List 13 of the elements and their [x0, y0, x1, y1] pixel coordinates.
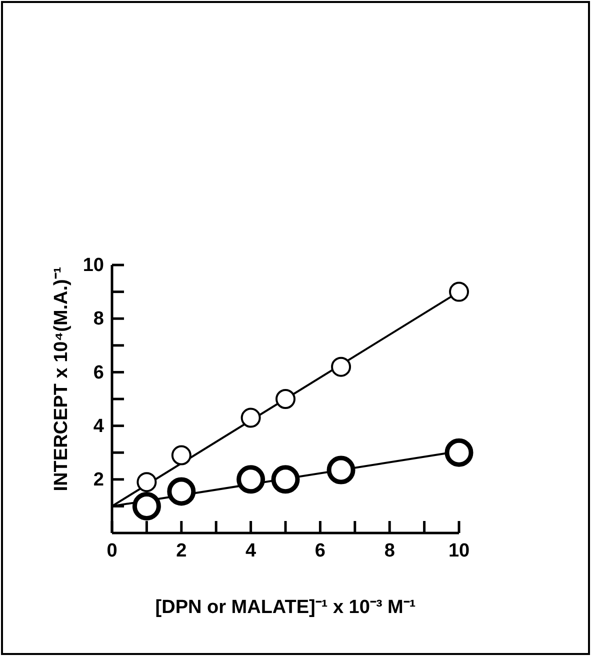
y-axis-title: INTERCEPT x 10⁴(M.A.)⁻¹ — [51, 266, 72, 492]
x-tick-label: 8 — [384, 540, 395, 562]
x-tick-label: 6 — [314, 540, 326, 562]
y-tick-label: 8 — [93, 308, 104, 330]
x-tick-label: 2 — [176, 540, 187, 562]
x-axis-title: [DPN or MALATE]⁻¹ x 10⁻³ M⁻¹ — [155, 597, 416, 618]
x-tick-label: 0 — [106, 540, 118, 562]
y-tick-label: 4 — [93, 416, 104, 437]
x-tick-label: 10 — [448, 540, 470, 562]
y-tick-label: 6 — [93, 362, 104, 384]
y-tick-label: 2 — [93, 469, 104, 490]
x-tick-label: 4 — [246, 540, 257, 562]
y-tick-label: 10 — [82, 255, 104, 276]
